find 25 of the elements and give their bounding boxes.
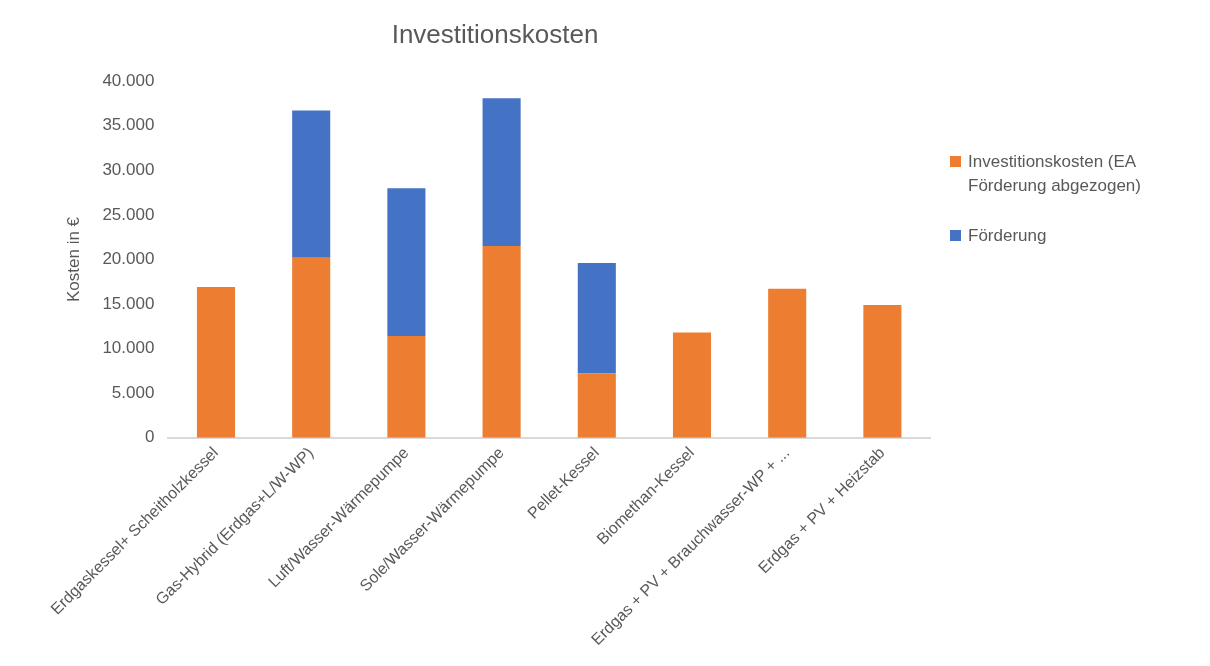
- bar: [482, 98, 521, 247]
- bar: [482, 246, 521, 438]
- bar: [292, 110, 331, 258]
- y-tick-label: 40.000: [102, 70, 155, 90]
- y-tick-label: 15.000: [102, 293, 155, 313]
- bar: [672, 332, 712, 438]
- bar: [387, 188, 426, 337]
- bar: [768, 288, 807, 438]
- y-tick-label: 5.000: [111, 382, 155, 402]
- bar: [292, 257, 331, 438]
- bar: [577, 263, 616, 374]
- y-tick-label: 25.000: [102, 204, 155, 224]
- y-tick-label: 35.000: [102, 115, 155, 135]
- bar: [196, 287, 236, 438]
- legend-label: Investitionskosten (EA Förderung abgezogen): [968, 151, 1142, 197]
- y-axis-title: Kosten in €: [63, 216, 83, 302]
- y-tick-label: 30.000: [102, 160, 155, 180]
- legend-label: Förderung: [968, 225, 1047, 247]
- bar: [863, 304, 902, 438]
- bar: [577, 373, 616, 438]
- y-tick-label: 0: [144, 427, 155, 447]
- y-tick-label: 20.000: [102, 249, 155, 269]
- bar: [387, 336, 426, 438]
- chart-title: Investitionskosten: [391, 18, 599, 49]
- y-tick-label: 10.000: [102, 338, 155, 358]
